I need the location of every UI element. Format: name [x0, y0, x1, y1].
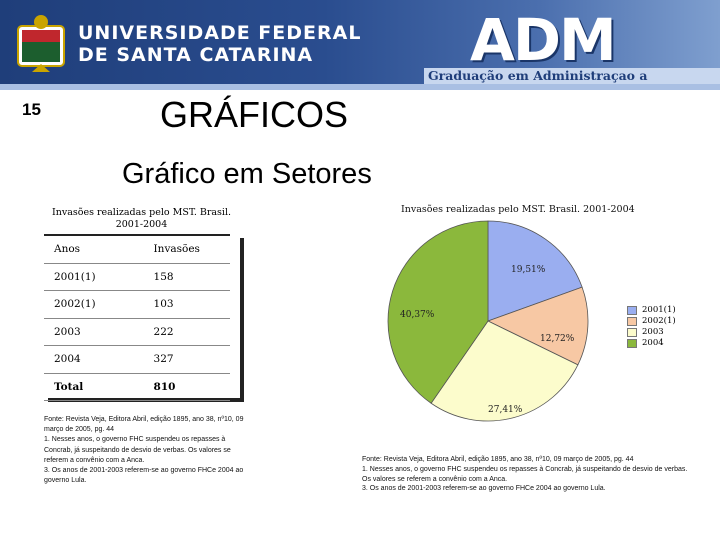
source-right-line3: 3. Os anos de 2001-2003 referem-se ao go…: [362, 485, 606, 493]
legend-label: 2004: [642, 338, 664, 348]
source-right-line1: Fonte: Revista Veja, Editora Abril, ediç…: [362, 456, 634, 463]
table-caption: Invasões realizadas pelo MST. Brasil. 20…: [44, 207, 239, 231]
table-cell-count: 327: [113, 345, 230, 374]
table-header-anos: Anos: [44, 234, 114, 264]
table-cell-total-value: 810: [113, 373, 230, 401]
table-total-row: Total 810: [44, 373, 230, 401]
table-cell-year: 2003: [44, 318, 114, 346]
source-right-line2: 1. Nesses anos, o governo FHC suspendeu …: [362, 465, 688, 483]
table-caption-line2: 2001-2004: [115, 219, 168, 230]
source-note-right: Fonte: Revista Veja, Editora Abril, ediç…: [362, 455, 692, 494]
data-table: Anos Invasões 2001(1) 158 2002(1) 103 20…: [44, 234, 230, 401]
university-crest-icon: [17, 15, 65, 72]
legend-swatch: [627, 306, 637, 315]
table-row: 2002(1) 103: [44, 290, 230, 319]
university-name-line1: UNIVERSIDADE FEDERAL: [78, 22, 362, 44]
pie-chart: [387, 220, 589, 422]
table-cell-total-label: Total: [44, 373, 114, 401]
pie-label-2004: 40,37%: [400, 310, 435, 320]
legend-swatch: [627, 317, 637, 326]
pie-label-2001: 19,51%: [511, 265, 546, 275]
pie-slice-2002: [486, 286, 589, 366]
table-row: 2004 327: [44, 345, 230, 374]
table-cell-count: 222: [113, 318, 230, 346]
table-header-invasoes: Invasões: [113, 234, 230, 264]
legend-item: 2001(1): [627, 305, 676, 316]
table-cell-count: 158: [113, 263, 230, 291]
source-left-line3: 3. Os anos de 2001-2003 referem-se ao go…: [44, 467, 244, 485]
table-cell-year: 2001(1): [44, 263, 114, 291]
source-left-line2: 1. Nesses anos, o governo FHC suspendeu …: [44, 436, 231, 464]
source-note-left: Fonte: Revista Veja, Editora Abril, ediç…: [44, 415, 244, 486]
adm-logo: ADM: [470, 6, 617, 74]
pie-slice-2001: [487, 220, 583, 322]
slide-title: GRÁFICOS: [160, 94, 349, 135]
university-name-line2: DE SANTA CATARINA: [78, 44, 314, 66]
source-left-line1: Fonte: Revista Veja, Editora Abril, ediç…: [44, 416, 244, 434]
table-cell-count: 103: [113, 290, 230, 319]
header-band: [0, 84, 720, 90]
slide-number: 15: [22, 100, 41, 119]
slide-subtitle: Gráfico em Setores: [122, 158, 372, 190]
table-row: 2003 222: [44, 318, 230, 346]
chart-title: Invasões realizadas pelo MST. Brasil. 20…: [401, 204, 635, 215]
table-row: 2001(1) 158: [44, 263, 230, 291]
table-header-row: Anos Invasões: [44, 234, 230, 264]
pie-label-2002: 12,72%: [540, 334, 575, 344]
header-banner: UNIVERSIDADE FEDERAL DE SANTA CATARINA A…: [0, 0, 720, 90]
legend-label: 2002(1): [642, 316, 676, 326]
pie-slice-2003: [430, 320, 579, 422]
legend-swatch: [627, 328, 637, 337]
legend-item: 2004: [627, 338, 676, 349]
table-cell-year: 2002(1): [44, 290, 114, 319]
legend-label: 2003: [642, 327, 664, 337]
legend-item: 2003: [627, 327, 676, 338]
legend-item: 2002(1): [627, 316, 676, 327]
chart-legend: 2001(1) 2002(1) 2003 2004: [627, 305, 676, 349]
data-table-container: Anos Invasões 2001(1) 158 2002(1) 103 20…: [44, 234, 240, 401]
table-caption-line1: Invasões realizadas pelo MST. Brasil.: [51, 207, 232, 218]
pie-slice-2004: [387, 220, 489, 404]
pie-label-2003: 27,41%: [488, 405, 523, 415]
legend-swatch: [627, 339, 637, 348]
legend-label: 2001(1): [642, 305, 676, 315]
table-cell-year: 2004: [44, 345, 114, 374]
